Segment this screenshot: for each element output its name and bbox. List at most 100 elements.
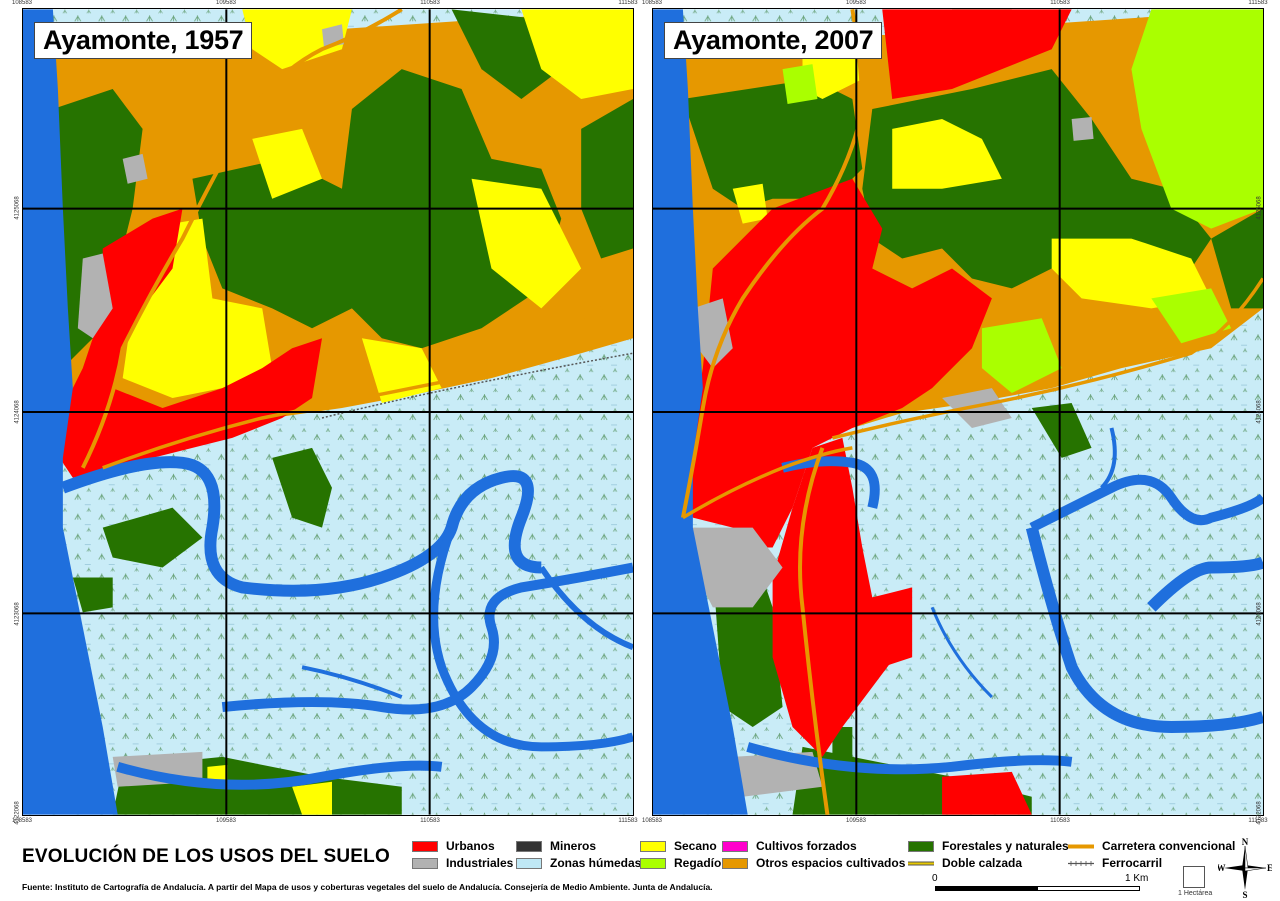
- coord-label: 108583: [641, 0, 663, 6]
- secano-area: [732, 183, 768, 224]
- legend-secano: Secano: [640, 838, 717, 854]
- scale-label-zero: 0: [932, 873, 938, 884]
- regadio-area: [1151, 288, 1232, 344]
- secano-area: [252, 128, 323, 199]
- legend-otros-cultivados: Otros espacios cultivados: [722, 855, 905, 871]
- coord-label: 110583: [420, 0, 440, 6]
- secano-area: [242, 9, 352, 70]
- road-conventional: [831, 277, 1263, 440]
- river-channel: [930, 606, 993, 699]
- legend-urbanos: Urbanos: [412, 838, 495, 854]
- forestal-area: [581, 99, 633, 259]
- source-note: Fuente: Instituto de Cartografía de Anda…: [22, 882, 713, 892]
- secano-area: [521, 9, 633, 100]
- forestal-area: [682, 79, 863, 209]
- coord-label: 4124068: [14, 400, 21, 424]
- urbano-area: [882, 9, 1072, 100]
- legend-swatch: [640, 840, 666, 852]
- secano-area: [471, 178, 582, 309]
- legend-label: Doble calzada: [942, 856, 1023, 870]
- legend-mineros: Mineros: [516, 838, 596, 854]
- legend-doble-calzada: Doble calzada: [908, 855, 1022, 871]
- legend-swatch: [1068, 841, 1094, 852]
- regadio-area: [1131, 9, 1263, 229]
- legend-industriales: Industriales: [412, 855, 513, 871]
- industrial-area: [1071, 116, 1094, 141]
- urbano-area: [772, 437, 913, 757]
- forestal-area: [1211, 208, 1263, 309]
- forestal-area: [52, 89, 143, 369]
- forestal-area: [832, 726, 853, 767]
- legend-cultivos-forzados: Cultivos forzados: [722, 838, 857, 854]
- legend-swatch: [412, 857, 438, 869]
- coord-label: 111583: [618, 818, 638, 824]
- legend-swatch: [908, 840, 934, 852]
- road-conventional: [680, 9, 865, 519]
- regadio-area: [782, 64, 818, 105]
- forestal-area: [272, 447, 332, 528]
- legend-swatch: [1068, 858, 1094, 869]
- urbano-area: [872, 587, 913, 668]
- coord-label: 109583: [215, 818, 237, 824]
- map-2007: [652, 8, 1264, 816]
- road-conventional: [102, 277, 633, 470]
- coord-label: 4125068: [1256, 196, 1263, 220]
- coord-label: 110583: [1050, 0, 1070, 6]
- river-channel: [60, 456, 542, 597]
- coord-label: 4122068: [14, 801, 21, 825]
- legend-label: Zonas húmedas: [550, 856, 642, 870]
- legend-regadio: Regadío: [640, 855, 721, 871]
- legend-swatch: [722, 840, 748, 852]
- legend-label: Secano: [674, 839, 717, 853]
- map-grid: [23, 9, 633, 815]
- river-channel: [538, 565, 633, 651]
- forestal-area: [1031, 403, 1092, 458]
- map-title: Ayamonte, 2007: [664, 22, 883, 59]
- hectare-label: 1 Hectárea: [1178, 890, 1213, 897]
- compass-e: E: [1267, 863, 1272, 873]
- industrial-area: [122, 153, 148, 184]
- compass-w: W: [1218, 863, 1226, 873]
- scale-label-km: 1 Km: [1125, 873, 1149, 884]
- river-channel: [1100, 427, 1117, 490]
- map-main-title: EVOLUCIÓN DE LOS USOS DEL SUELO: [22, 846, 390, 867]
- legend-ferrocarril: Ferrocarril: [1068, 855, 1162, 871]
- secano-area: [1051, 238, 1212, 309]
- coord-label: 4125068: [14, 196, 21, 220]
- industrial-area: [692, 298, 733, 369]
- coord-label: 108583: [641, 818, 663, 824]
- map-grid: [653, 9, 1263, 815]
- coord-label: 110583: [1050, 818, 1070, 824]
- map-panel-2007: Ayamonte, 2007 108583 109583 110583 1115…: [642, 0, 1268, 825]
- legend-label: Cultivos forzados: [756, 839, 857, 853]
- coord-label: 4124068: [1256, 400, 1263, 424]
- legend-label: Mineros: [550, 839, 597, 853]
- road-conventional: [81, 9, 403, 469]
- coord-label: 109583: [845, 818, 867, 824]
- river-channel: [1025, 526, 1263, 733]
- map-1957: [22, 8, 634, 816]
- river-channel: [301, 665, 403, 699]
- industrial-area: [77, 253, 113, 339]
- coord-label: 109583: [215, 0, 237, 6]
- coord-label: 111583: [1248, 0, 1268, 6]
- secano-area: [892, 118, 1002, 189]
- scale-bar: [935, 886, 1140, 891]
- legend-label: Carretera convencional: [1102, 839, 1236, 853]
- legend-zonas-humedas: Zonas húmedas: [516, 855, 641, 871]
- legend-swatch: [640, 857, 666, 869]
- regadio-area: [981, 318, 1062, 394]
- river-channel: [221, 562, 633, 715]
- compass-n: N: [1242, 838, 1249, 847]
- legend-label: Regadío: [674, 856, 722, 870]
- map-panel-1957: Ayamonte, 1957 108583 109583 110583 1115…: [12, 0, 638, 825]
- coord-label: 4123068: [14, 602, 21, 626]
- river-channel: [429, 526, 633, 752]
- road-conventional: [798, 447, 830, 815]
- legend-label: Forestales y naturales: [942, 839, 1069, 853]
- legend-swatch: [516, 857, 542, 869]
- coord-label: 109583: [845, 0, 867, 6]
- legend-swatch: [722, 857, 748, 869]
- river-channel: [746, 742, 1073, 775]
- urbano-area: [52, 208, 323, 478]
